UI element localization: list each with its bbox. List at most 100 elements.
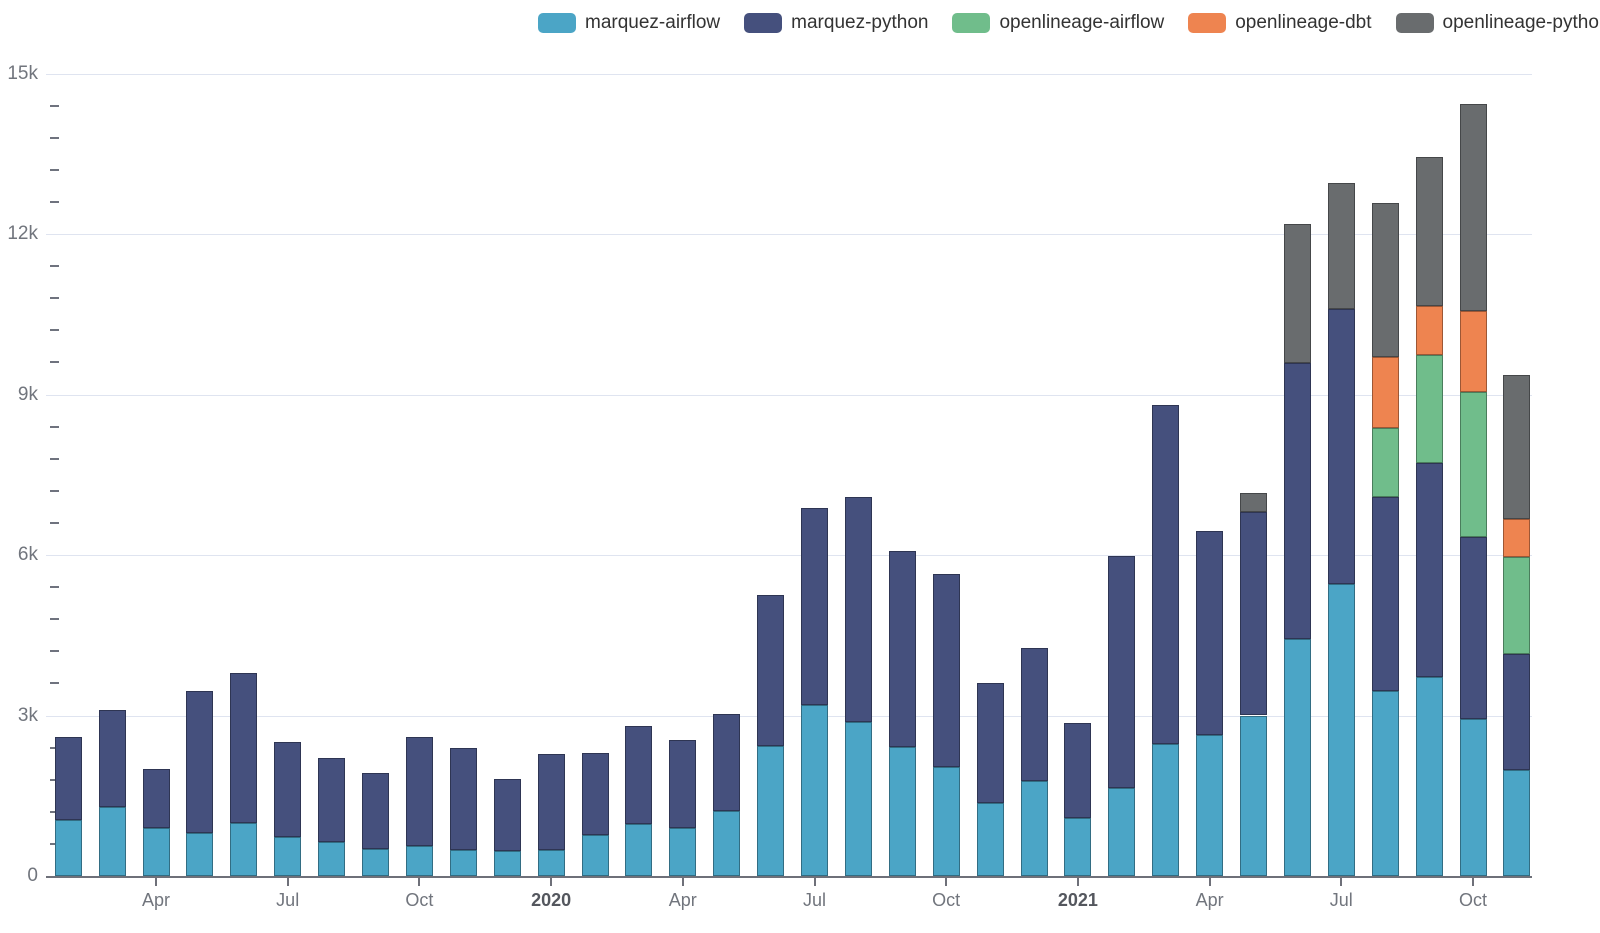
bar-segment-marquez-airflow[interactable] (274, 836, 302, 876)
bar-segment-marquez-python[interactable] (625, 726, 653, 825)
bar-segment-openlineage-python[interactable] (1371, 202, 1399, 358)
bar-segment-marquez-airflow[interactable] (98, 806, 126, 876)
bar-segment-openlineage-python[interactable] (1283, 223, 1311, 363)
bar-segment-marquez-python[interactable] (888, 550, 916, 748)
bar-segment-marquez-python[interactable] (757, 595, 785, 746)
bar-segment-openlineage-dbt[interactable] (1503, 519, 1531, 558)
bar-segment-marquez-airflow[interactable] (757, 745, 785, 876)
bar-segment-marquez-python[interactable] (449, 747, 477, 850)
bar-segment-openlineage-dbt[interactable] (1371, 357, 1399, 429)
bar-segment-marquez-python[interactable] (318, 758, 346, 842)
bar-segment-openlineage-airflow[interactable] (1503, 557, 1531, 654)
legend-item-openlineage-airflow[interactable]: openlineage-airflow (952, 10, 1164, 36)
bar-segment-marquez-airflow[interactable] (142, 827, 170, 876)
y-minor-tick (50, 297, 59, 300)
bar-segment-marquez-airflow[interactable] (1020, 780, 1048, 876)
bar-segment-openlineage-python[interactable] (1503, 375, 1531, 520)
y-minor-tick (50, 618, 59, 621)
bar-segment-marquez-airflow[interactable] (801, 704, 828, 876)
bar-segment-marquez-airflow[interactable] (1459, 718, 1487, 876)
bar-segment-marquez-airflow[interactable] (625, 824, 653, 876)
bar-segment-marquez-python[interactable] (142, 769, 170, 828)
bar-segment-marquez-airflow[interactable] (1152, 743, 1180, 876)
bar-segment-marquez-airflow[interactable] (449, 849, 477, 876)
bar-segment-marquez-airflow[interactable] (713, 811, 741, 876)
bar-segment-marquez-python[interactable] (669, 739, 697, 828)
bar-segment-marquez-python[interactable] (493, 779, 521, 851)
bar-segment-marquez-airflow[interactable] (1327, 583, 1355, 876)
bar-segment-marquez-python[interactable] (274, 742, 302, 837)
bar-segment-marquez-airflow[interactable] (405, 846, 433, 876)
bar-segment-marquez-python[interactable] (537, 754, 565, 850)
bar-segment-marquez-airflow[interactable] (1064, 818, 1092, 876)
legend-item-openlineage-dbt[interactable]: openlineage-dbt (1188, 10, 1372, 36)
bar-segment-marquez-airflow[interactable] (1415, 676, 1443, 876)
bar-segment-marquez-python[interactable] (713, 713, 741, 812)
legend-item-marquez-airflow[interactable]: marquez-airflow (538, 10, 720, 36)
bar-segment-marquez-airflow[interactable] (1108, 787, 1136, 876)
bar-segment-marquez-python[interactable] (976, 682, 1004, 804)
x-axis-tick (418, 878, 421, 886)
bar-segment-marquez-python[interactable] (932, 573, 960, 767)
bar-segment-openlineage-python[interactable] (1327, 183, 1355, 309)
bar-segment-marquez-python[interactable] (1108, 556, 1136, 788)
bar-segment-marquez-airflow[interactable] (1503, 770, 1531, 876)
bar-segment-marquez-airflow[interactable] (318, 841, 346, 876)
bar-segment-marquez-python[interactable] (1283, 362, 1311, 639)
y-axis-label-3k: 3k (17, 704, 38, 726)
y-axis-label-6k: 6k (17, 544, 38, 565)
bar-segment-marquez-airflow[interactable] (1240, 715, 1267, 876)
legend-label: openlineage-airflow (999, 12, 1165, 33)
bar-segment-openlineage-python[interactable] (1459, 103, 1487, 312)
y-minor-tick (50, 586, 59, 589)
bar-segment-marquez-python[interactable] (405, 736, 433, 847)
bar-segment-marquez-airflow[interactable] (844, 721, 872, 876)
bar-segment-marquez-python[interactable] (1240, 512, 1267, 716)
bar-segment-marquez-python[interactable] (186, 691, 214, 834)
bar-segment-marquez-python[interactable] (1020, 648, 1048, 781)
bar-segment-openlineage-python[interactable] (1240, 492, 1267, 513)
bar-segment-marquez-python[interactable] (230, 672, 258, 824)
bar-segment-marquez-airflow[interactable] (1371, 690, 1399, 876)
legend-item-openlineage-python[interactable]: openlineage-python (1395, 10, 1600, 36)
y-minor-tick (50, 168, 59, 171)
bar-segment-openlineage-airflow[interactable] (1371, 428, 1399, 498)
bar-segment-marquez-airflow[interactable] (932, 766, 960, 876)
bar-segment-marquez-airflow[interactable] (362, 849, 389, 876)
bar-segment-marquez-python[interactable] (1459, 536, 1487, 719)
bar-segment-marquez-airflow[interactable] (581, 834, 609, 876)
bar-segment-marquez-airflow[interactable] (888, 747, 916, 876)
bar-segment-marquez-python[interactable] (1327, 308, 1355, 584)
y-gridline-12k (46, 234, 1532, 235)
bar-segment-marquez-python[interactable] (1371, 497, 1399, 691)
bar-segment-marquez-python[interactable] (1152, 405, 1180, 744)
bar-segment-marquez-airflow[interactable] (1283, 638, 1311, 876)
bar-segment-marquez-airflow[interactable] (976, 803, 1004, 876)
bar-segment-marquez-python[interactable] (54, 736, 82, 820)
bar-segment-marquez-airflow[interactable] (230, 823, 258, 876)
bar-segment-openlineage-airflow[interactable] (1415, 354, 1443, 463)
bar-segment-marquez-python[interactable] (98, 710, 126, 807)
bar-segment-marquez-python[interactable] (1503, 653, 1531, 771)
bar-segment-openlineage-dbt[interactable] (1415, 305, 1443, 355)
bar-segment-marquez-airflow[interactable] (493, 850, 521, 876)
legend-label: marquez-airflow (585, 12, 721, 33)
bar-segment-openlineage-airflow[interactable] (1459, 391, 1487, 537)
y-gridline-9k (46, 394, 1532, 396)
bar-segment-openlineage-dbt[interactable] (1459, 311, 1487, 392)
bar-segment-marquez-python[interactable] (362, 773, 389, 850)
bar-segment-marquez-airflow[interactable] (1196, 734, 1224, 876)
bar-segment-marquez-python[interactable] (1415, 462, 1443, 677)
bar-segment-marquez-airflow[interactable] (537, 849, 565, 876)
bar-segment-marquez-airflow[interactable] (669, 827, 697, 876)
x-axis-label-Oct: Oct (405, 890, 434, 910)
bar-segment-marquez-python[interactable] (1064, 722, 1092, 819)
bar-segment-marquez-airflow[interactable] (54, 819, 82, 876)
bar-segment-marquez-python[interactable] (844, 497, 872, 722)
bar-segment-openlineage-python[interactable] (1415, 156, 1443, 306)
bar-segment-marquez-python[interactable] (1196, 530, 1224, 735)
legend-item-marquez-python[interactable]: marquez-python (744, 10, 928, 36)
bar-segment-marquez-airflow[interactable] (186, 833, 214, 876)
bar-segment-marquez-python[interactable] (581, 752, 609, 835)
bar-segment-marquez-python[interactable] (801, 507, 828, 705)
